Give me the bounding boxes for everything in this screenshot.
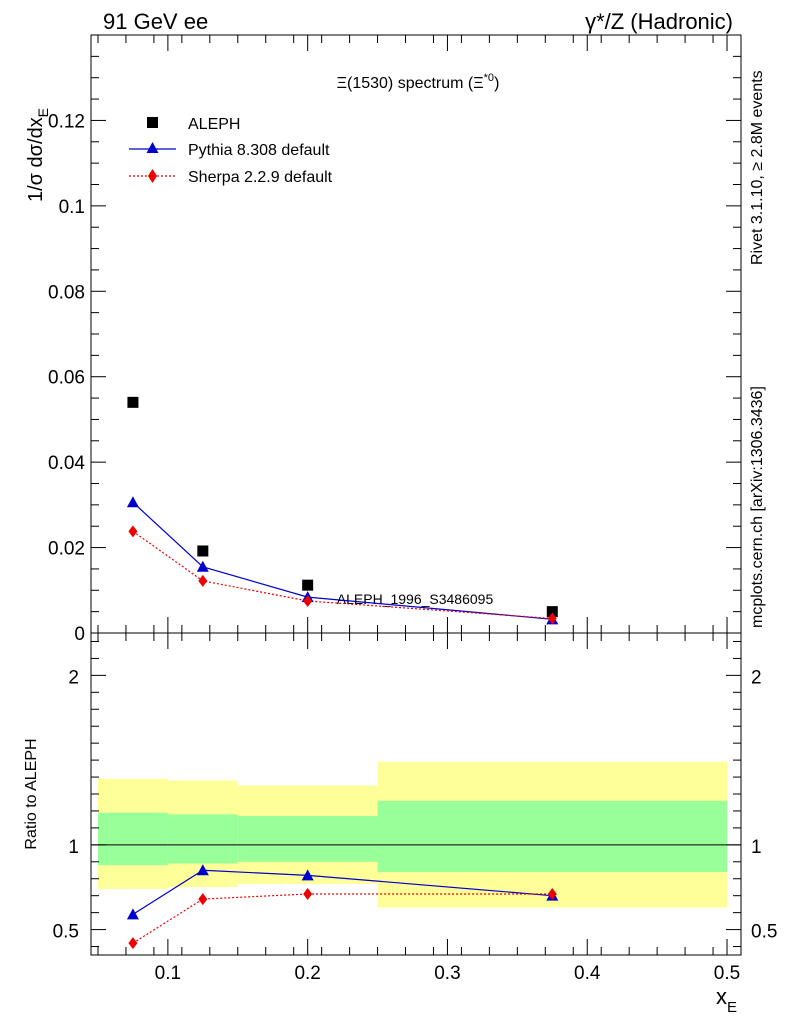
ratio-ytick-label-left: 2: [68, 667, 79, 688]
main-ytick-label: 0.04: [48, 453, 85, 474]
main-ytick-label: 0: [74, 624, 85, 645]
main-ytick-label: 0.1: [59, 197, 85, 218]
ratio-band-inner: [97, 812, 168, 866]
aleph-point: [197, 545, 209, 557]
ratio-xtick-label: 0.2: [294, 963, 320, 984]
ratio-ytick-label-right: 1: [751, 837, 762, 858]
rivet-label: Rivet 3.1.10, ≥ 2.8M events: [749, 70, 766, 265]
main-ytick-label: 0.06: [48, 368, 85, 389]
ratio-ytick-label-left: 0.5: [53, 922, 79, 943]
ratio-xtick-label: 0.3: [434, 963, 460, 984]
ratio-pythia-point: [126, 908, 139, 920]
chart-title: Ξ(1530) spectrum (Ξ*0): [337, 72, 500, 92]
sherpa-point: [128, 525, 138, 538]
ratio-sherpa-point: [198, 893, 208, 906]
main-ytick-label: 0.12: [48, 111, 85, 132]
aleph-point: [302, 579, 314, 591]
ratio-y-axis-label: Ratio to ALEPH: [23, 738, 40, 849]
header-right: γ*/Z (Hadronic): [585, 9, 733, 34]
sherpa-point: [547, 612, 557, 625]
main-y-axis-label: 1/σ dσ/dxE: [25, 108, 51, 202]
legend: ALEPH Pythia 8.308 default Sherpa 2.2.9 …: [129, 116, 333, 186]
header-left: 91 GeV ee: [103, 9, 208, 34]
ratio-xtick-label: 0.4: [574, 963, 601, 984]
aleph-point: [546, 606, 558, 618]
aleph-point: [127, 396, 139, 408]
ratio-pythia-line: [132, 869, 553, 915]
ratio-pythia-point: [301, 869, 314, 881]
x-axis-label: xE: [716, 984, 737, 1016]
legend-aleph-label: ALEPH: [188, 116, 240, 133]
ratio-sherpa-point: [303, 887, 313, 900]
ratio-xtick-label: 0.1: [155, 963, 181, 984]
sherpa-point: [198, 574, 208, 587]
ratio-xtick-label: 0.5: [714, 963, 740, 984]
ratio-panel: 0.5 0.5 1 1 2 2 0.1 0.2 0.3 0.4 0.5 Ratio to ALEPH…: [23, 632, 777, 1016]
pythia-point: [126, 496, 139, 508]
ratio-pythia-point: [196, 864, 209, 876]
main-ytick-label: 0.02: [48, 539, 85, 560]
ratio-sherpa-line: [132, 893, 553, 944]
legend-aleph-marker: [147, 117, 158, 128]
ratio-band-inner: [377, 800, 728, 872]
ratio-ytick-label-right: 0.5: [751, 922, 777, 943]
ratio-frame: [90, 632, 742, 956]
sherpa-point: [303, 594, 313, 607]
main-panel: Ξ(1530) spectrum (Ξ*0) ALEPH_1996_S34860…: [25, 34, 742, 645]
ratio-sherpa-point: [547, 887, 557, 900]
ratio-band-inner: [237, 816, 378, 862]
mcplots-label: mcplots.cern.ch [arXiv:1306.3436]: [749, 386, 766, 628]
legend-sherpa-marker: [148, 169, 157, 183]
ratio-ytick-label-left: 1: [68, 837, 79, 858]
legend-sherpa-label: Sherpa 2.2.9 default: [188, 169, 333, 186]
legend-pythia-label: Pythia 8.308 default: [188, 142, 330, 159]
pythia-point: [196, 560, 209, 572]
ratio-ytick-label-right: 2: [751, 667, 762, 688]
pythia-line: [132, 501, 553, 620]
ratio-sherpa-point: [128, 937, 138, 950]
legend-pythia-marker: [146, 142, 159, 153]
ratio-band-inner: [167, 814, 238, 864]
main-ytick-label: 0.08: [48, 282, 85, 303]
